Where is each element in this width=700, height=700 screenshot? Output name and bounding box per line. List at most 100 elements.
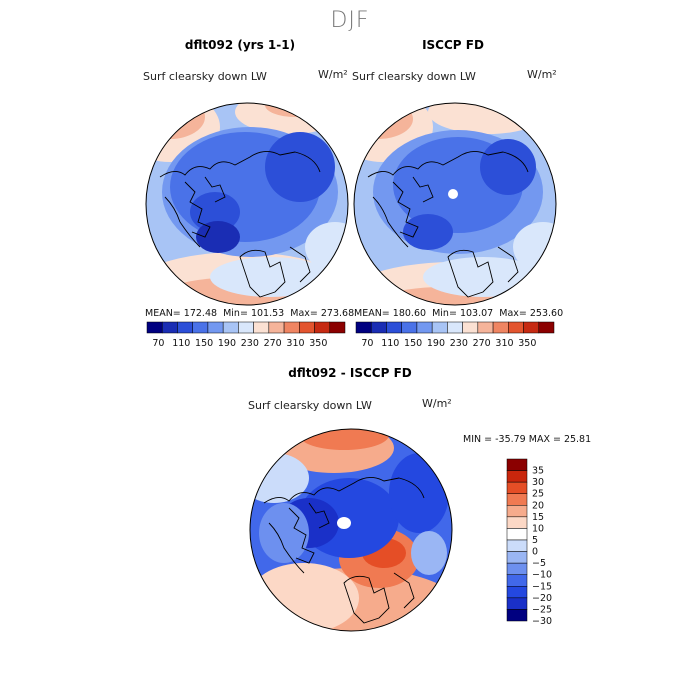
colorbar-model-tick-label: 70 bbox=[152, 338, 164, 349]
colorbar-obs-swatch bbox=[462, 321, 479, 334]
colorbar-diff-swatch bbox=[506, 516, 528, 529]
colorbar-model-tick-label: 190 bbox=[218, 338, 236, 349]
polar-map-obs bbox=[353, 102, 557, 306]
panel-units-obs: W/m² bbox=[527, 68, 557, 81]
colorbar-model: 70 110 150 190 230 270 310 350 bbox=[146, 321, 346, 349]
colorbar-diff-swatch bbox=[506, 574, 528, 587]
stat-max-value: 253.60 bbox=[529, 308, 564, 319]
colorbar-diff-swatch bbox=[506, 505, 528, 518]
figure-title: DJF bbox=[330, 8, 370, 33]
colorbar-diff-swatch bbox=[506, 493, 528, 506]
stat-mean-label: MEAN= bbox=[145, 308, 181, 319]
panel-title-diff: dflt092 - ISCCP FD bbox=[288, 366, 412, 380]
colorbar-model-tick-label: 150 bbox=[195, 338, 213, 349]
colorbar-obs-swatch bbox=[447, 321, 463, 334]
colorbar-diff-tick-label: −10 bbox=[532, 570, 552, 581]
colorbar-model-swatch bbox=[238, 321, 254, 334]
colorbar-obs-swatch bbox=[401, 321, 418, 334]
colorbar-model-swatch bbox=[222, 321, 239, 334]
colorbar-diff-tick-label: 25 bbox=[532, 489, 544, 500]
colorbar-diff-swatch bbox=[506, 481, 528, 494]
colorbar-model-swatch bbox=[192, 321, 209, 334]
colorbar-obs-tick-label: 230 bbox=[450, 338, 468, 349]
colorbar-diff-swatch bbox=[506, 470, 528, 483]
colorbar-diff-swatch bbox=[506, 562, 528, 575]
colorbar-obs-swatch bbox=[492, 321, 509, 334]
panel-variable-obs: Surf clearsky down LW bbox=[352, 70, 476, 83]
panel-units-diff: W/m² bbox=[422, 397, 452, 410]
stat-mean-value: 180.60 bbox=[392, 308, 427, 319]
colorbar-obs-tick-label: 150 bbox=[404, 338, 422, 349]
colorbar-diff-tick-label: −5 bbox=[532, 558, 546, 569]
stat-min-label: Min= bbox=[432, 308, 457, 319]
colorbar-obs-swatch bbox=[431, 321, 448, 334]
colorbar-model-swatch bbox=[161, 321, 178, 334]
colorbar-diff-tick-label: 5 bbox=[532, 535, 538, 546]
colorbar-model-swatch bbox=[207, 321, 224, 334]
stat-min-value: 103.07 bbox=[459, 308, 494, 319]
colorbar-diff-swatch bbox=[506, 458, 528, 471]
colorbar-diff-swatch bbox=[506, 551, 528, 564]
colorbar-obs-tick-label: 190 bbox=[427, 338, 445, 349]
stat-min-value: 101.53 bbox=[250, 308, 285, 319]
stat-mean-label: MEAN= bbox=[354, 308, 390, 319]
colorbar-obs: 70 110 150 190 230 270 310 350 bbox=[355, 321, 555, 349]
colorbar-obs-swatch bbox=[523, 321, 540, 334]
colorbar-obs-swatch bbox=[538, 321, 555, 334]
colorbar-model-swatch bbox=[253, 321, 270, 334]
colorbar-obs-swatch bbox=[508, 321, 524, 334]
stat-max-label: Max= bbox=[290, 308, 318, 319]
panel-variable-diff: Surf clearsky down LW bbox=[248, 399, 372, 412]
panel-minmax-diff: MIN = -35.79 MAX = 25.81 bbox=[463, 434, 592, 445]
colorbar-model-swatch bbox=[299, 321, 315, 334]
colorbar-diff-swatch bbox=[506, 539, 528, 552]
stat-min-label: Min= bbox=[223, 308, 248, 319]
polar-map-model bbox=[145, 102, 349, 306]
colorbar-diff-tick-label: −20 bbox=[532, 593, 552, 604]
colorbar-diff-tick-label: 20 bbox=[532, 500, 544, 511]
colorbar-model-tick-label: 310 bbox=[286, 338, 304, 349]
panel-stats-obs: MEAN= 180.60 Min= 103.07 Max= 253.60 bbox=[354, 308, 563, 319]
colorbar-obs-swatch bbox=[477, 321, 494, 334]
colorbar-diff-tick-label: −30 bbox=[532, 616, 552, 624]
colorbar-model-swatch bbox=[283, 321, 300, 334]
colorbar-obs-tick-label: 310 bbox=[495, 338, 513, 349]
colorbar-obs-tick-label: 350 bbox=[518, 338, 536, 349]
colorbar-model-tick-label: 350 bbox=[309, 338, 327, 349]
colorbar-model-swatch bbox=[146, 321, 163, 334]
panel-stats-model: MEAN= 172.48 Min= 101.53 Max= 273.68 bbox=[145, 308, 354, 319]
colorbar-obs-tick-label: 270 bbox=[473, 338, 491, 349]
colorbar-model-tick-label: 110 bbox=[172, 338, 190, 349]
colorbar-obs-tick-label: 110 bbox=[381, 338, 399, 349]
polar-map-diff bbox=[249, 428, 453, 632]
colorbar-obs-tick-label: 70 bbox=[361, 338, 373, 349]
panel-title-obs: ISCCP FD bbox=[422, 38, 484, 52]
colorbar-diff-tick-label: 15 bbox=[532, 512, 544, 523]
colorbar-model-swatch bbox=[177, 321, 193, 334]
colorbar-diff-tick-label: 10 bbox=[532, 523, 544, 534]
colorbar-diff-tick-label: −15 bbox=[532, 581, 552, 592]
colorbar-model-swatch bbox=[268, 321, 285, 334]
colorbar-diff-tick-label: 0 bbox=[532, 547, 538, 558]
colorbar-diff-swatch bbox=[506, 528, 528, 541]
colorbar-diff-swatch bbox=[506, 586, 528, 599]
colorbar-diff-tick-label: 30 bbox=[532, 477, 544, 488]
colorbar-diff-swatch bbox=[506, 609, 528, 622]
colorbar-obs-swatch bbox=[386, 321, 402, 334]
colorbar-obs-swatch bbox=[355, 321, 372, 334]
colorbar-model-swatch bbox=[329, 321, 346, 334]
panel-title-model: dflt092 (yrs 1-1) bbox=[184, 38, 296, 52]
colorbar-model-tick-label: 270 bbox=[264, 338, 282, 349]
colorbar-diff-swatch bbox=[506, 597, 528, 610]
panel-variable-model: Surf clearsky down LW bbox=[143, 70, 267, 83]
colorbar-model-swatch bbox=[314, 321, 331, 334]
stat-mean-value: 172.48 bbox=[183, 308, 218, 319]
stat-max-label: Max= bbox=[499, 308, 527, 319]
colorbar-diff-tick-label: 35 bbox=[532, 466, 544, 477]
colorbar-obs-swatch bbox=[416, 321, 433, 334]
colorbar-model-tick-label: 230 bbox=[241, 338, 259, 349]
panel-units-model: W/m² bbox=[318, 68, 348, 81]
stat-max-value: 273.68 bbox=[320, 308, 355, 319]
colorbar-diff-tick-label: −25 bbox=[532, 604, 552, 615]
